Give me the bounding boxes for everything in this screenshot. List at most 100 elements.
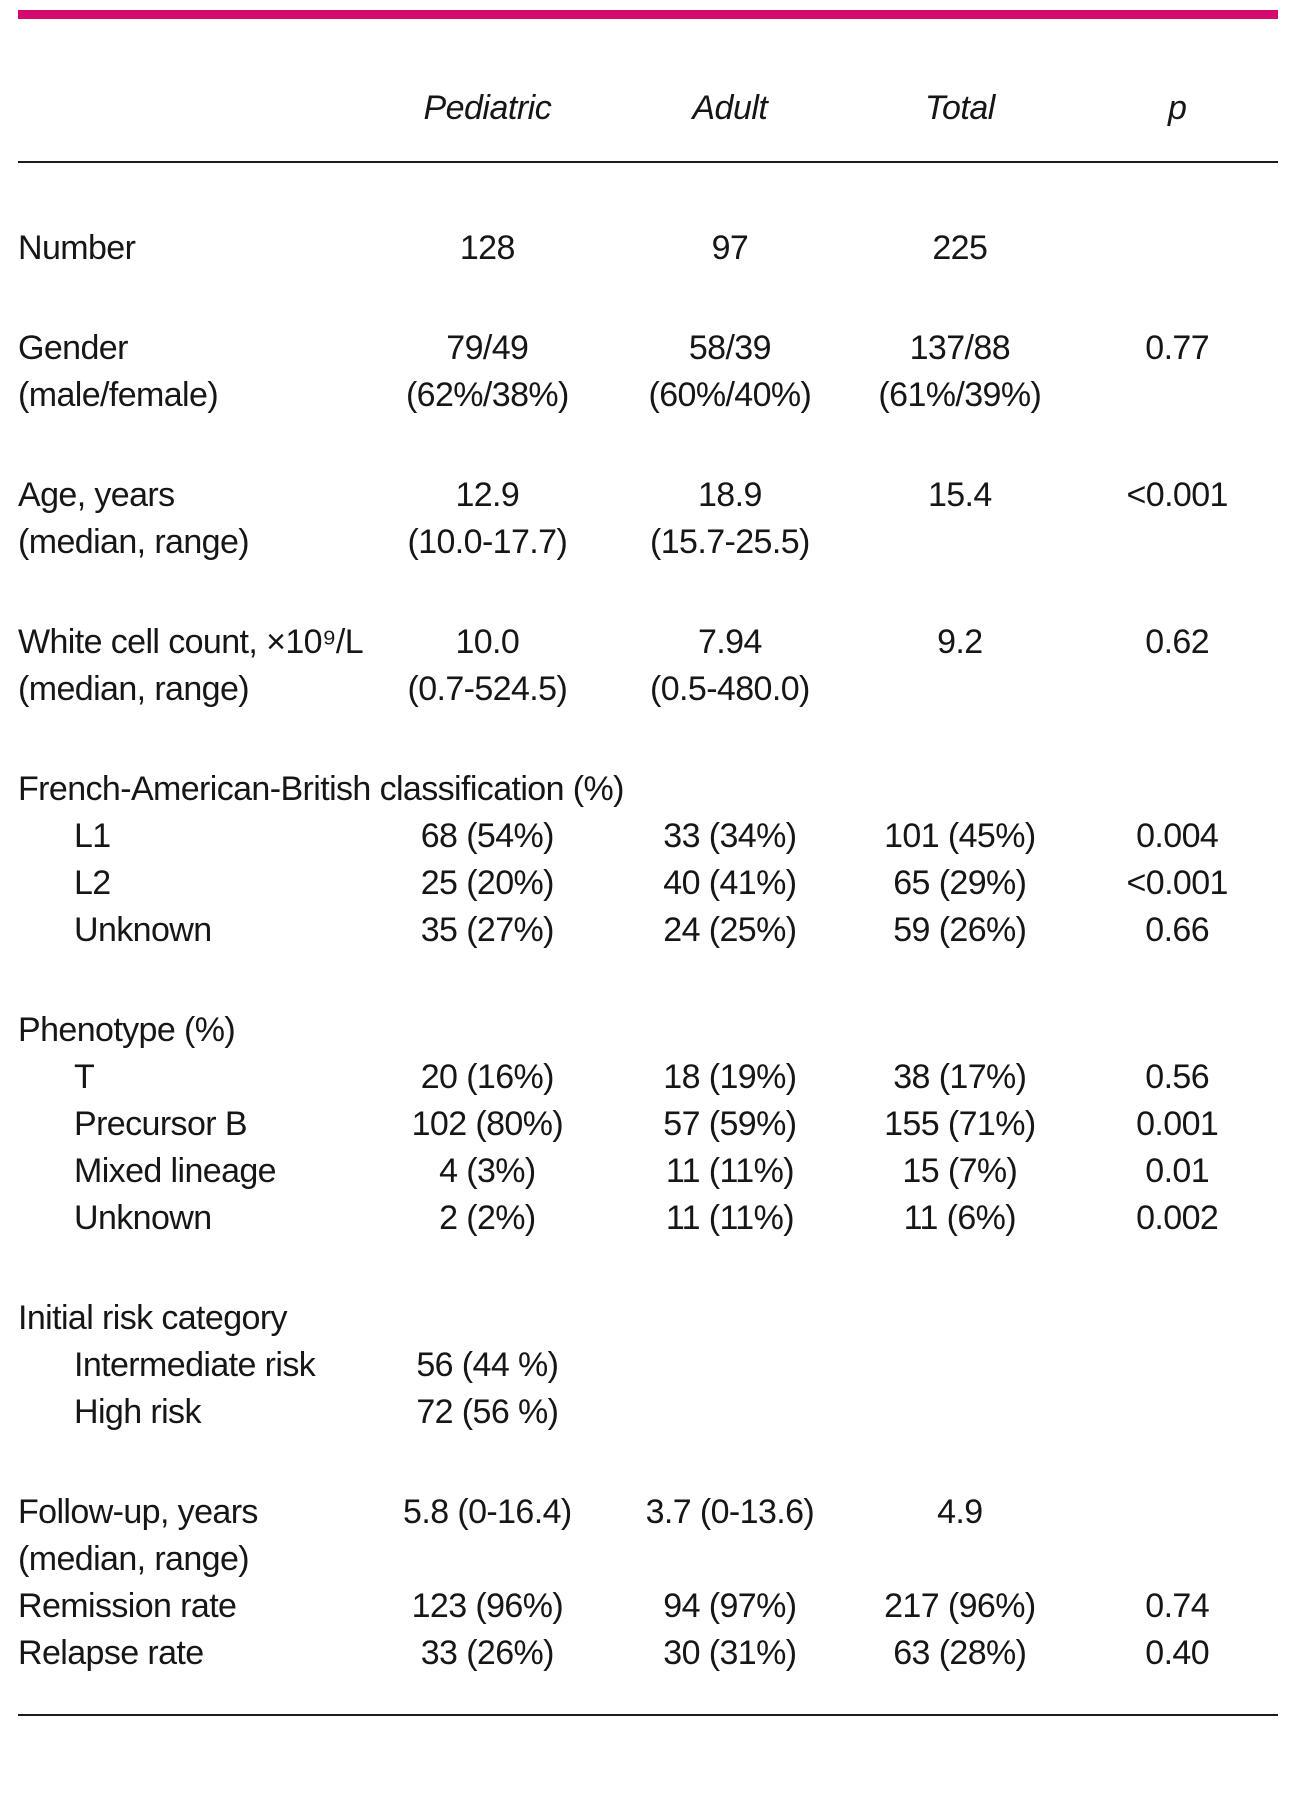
cell-line: 0.56 [1145, 1058, 1210, 1096]
cell-line: Age, years [18, 476, 175, 514]
cell-line: 217 (96%) [884, 1587, 1036, 1625]
cell-line: 15 (7%) [902, 1152, 1018, 1190]
cell-pediatric: 72 (56 %) [358, 1389, 616, 1436]
cell-line: Unknown [74, 1199, 212, 1237]
row-label: Intermediate risk [18, 1342, 358, 1389]
cell-line: 4.9 [937, 1493, 983, 1531]
cell-pediatric: 25 (20%) [358, 860, 616, 907]
table-row: Gender (male/female) 79/49 (62%/38%) 58/39 (6… [18, 325, 1278, 419]
cell-p: 0.74 [1076, 1583, 1278, 1630]
column-header-adult: Adult [692, 89, 768, 127]
cell-adult: 24 (25%) [616, 907, 843, 954]
cell-total: 15.4 [843, 472, 1076, 519]
row-label: Mixed lineage [18, 1148, 358, 1195]
cell-pediatric: 35 (27%) [358, 907, 616, 954]
row-label: White cell count, ×10⁹/L (median, range) [18, 619, 364, 713]
cell-total: 137/88 (61%/39%) [843, 325, 1076, 419]
cell-line: 59 (26%) [893, 911, 1027, 949]
cell-line: 0.004 [1136, 817, 1219, 855]
cell-line: 25 (20%) [420, 864, 555, 902]
cell-line: (male/female) [18, 376, 219, 414]
cell-adult: 94 (97%) [616, 1583, 843, 1630]
cell-pediatric: 33 (26%) [358, 1630, 616, 1677]
cell-line: Unknown [74, 911, 212, 949]
cell-line: 3.7 (0-13.6) [645, 1493, 815, 1531]
column-header-total: Total [924, 89, 995, 127]
cell-pediatric: 4 (3%) [358, 1148, 616, 1195]
cell-pediatric: 102 (80%) [358, 1101, 616, 1148]
table-row: White cell count, ×10⁹/L (median, range) 1… [18, 619, 1278, 713]
cell-line: (median, range) [18, 523, 250, 561]
cell-pediatric: 128 [358, 225, 616, 272]
cell-pediatric: 10.0 (0.7-524.5) [358, 619, 616, 713]
row-label: Unknown [18, 907, 358, 954]
cell-p: <0.001 [1076, 860, 1278, 907]
cell-line: 155 (71%) [884, 1105, 1036, 1143]
column-header-pediatric: Pediatric [423, 89, 552, 127]
cell-line: 65 (29%) [893, 864, 1027, 902]
footer-rule [18, 1714, 1278, 1716]
cell-p: 0.56 [1076, 1054, 1278, 1101]
cell-line: 0.001 [1136, 1105, 1219, 1143]
cell-pediatric: 12.9 (10.0-17.7) [358, 472, 616, 566]
cell-line: <0.001 [1126, 476, 1229, 514]
cell-p: <0.001 [1076, 472, 1278, 519]
cell-line: Relapse rate [18, 1634, 204, 1672]
cell-line: (0.5-480.0) [650, 670, 810, 708]
cell-line: 58/39 [688, 329, 772, 367]
section-header-row: Phenotype (%) [18, 1007, 1278, 1054]
cell-line: 0.01 [1145, 1152, 1210, 1190]
cell-adult: 30 (31%) [616, 1630, 843, 1677]
cell-line: 57 (59%) [663, 1105, 797, 1143]
cell-line: 128 [459, 229, 516, 267]
cell-line: 11 (11%) [665, 1152, 795, 1190]
cell-line: 137/88 [909, 329, 1011, 367]
cell-line: 79/49 [446, 329, 529, 367]
row-label: Age, years (median, range) [18, 472, 358, 566]
table-row: Mixed lineage 4 (3%) 11 (11%) 15 (7%) 0.01 [18, 1148, 1278, 1195]
cell-line: 15.4 [927, 476, 992, 514]
table-row: L2 25 (20%) 40 (41%) 65 (29%) <0.001 [18, 860, 1278, 907]
cell-adult: 18.9 (15.7-25.5) [616, 472, 843, 566]
section-header-row: French-American-British classification (… [18, 766, 1278, 813]
cell-line: 101 (45%) [884, 817, 1036, 855]
cell-adult: 3.7 (0-13.6) [616, 1489, 843, 1536]
section-label: Initial risk category [18, 1295, 1278, 1342]
cell-p: 0.40 [1076, 1630, 1278, 1677]
row-label: Unknown [18, 1195, 358, 1242]
cell-total: 15 (7%) [843, 1148, 1076, 1195]
cell-line: 33 (26%) [420, 1634, 555, 1672]
cell-line: 12.9 [455, 476, 520, 514]
cell-line: 20 (16%) [420, 1058, 555, 1096]
cell-adult: 33 (34%) [616, 813, 843, 860]
cell-line: White cell count, ×10⁹/L [18, 623, 364, 661]
cell-total: 11 (6%) [843, 1195, 1076, 1242]
cell-adult: 97 [616, 225, 843, 272]
cell-total: 65 (29%) [843, 860, 1076, 907]
cell-total: 59 (26%) [843, 907, 1076, 954]
cell-adult: 18 (19%) [616, 1054, 843, 1101]
cell-line: Gender [18, 329, 128, 367]
cell-line: 0.62 [1145, 623, 1210, 661]
row-label: Follow-up, years (median, range) [18, 1489, 358, 1583]
section-header-row: Initial risk category [18, 1295, 1278, 1342]
table-row: Unknown 2 (2%) 11 (11%) 11 (6%) 0.002 [18, 1195, 1278, 1242]
row-label: L2 [18, 860, 358, 907]
row-label: L1 [18, 813, 358, 860]
cell-line: 4 (3%) [439, 1152, 536, 1190]
table-row: Follow-up, years (median, range) 5.8 (0-16… [18, 1489, 1278, 1583]
cell-line: High risk [74, 1393, 201, 1431]
cell-line: Mixed lineage [74, 1152, 277, 1190]
cell-line: 7.94 [697, 623, 762, 661]
table-row: High risk 72 (56 %) [18, 1389, 1278, 1436]
cell-line: (62%/38%) [405, 376, 569, 414]
cell-p: 0.62 [1076, 619, 1278, 666]
cell-p: 0.002 [1076, 1195, 1278, 1242]
cell-adult: 58/39 (60%/40%) [616, 325, 843, 419]
row-label: Gender (male/female) [18, 325, 358, 419]
cell-line: 18 (19%) [663, 1058, 797, 1096]
row-label: Number [18, 225, 358, 272]
cell-line: 24 (25%) [663, 911, 797, 949]
cell-line: (15.7-25.5) [650, 523, 810, 561]
cell-line: 9.2 [937, 623, 983, 661]
